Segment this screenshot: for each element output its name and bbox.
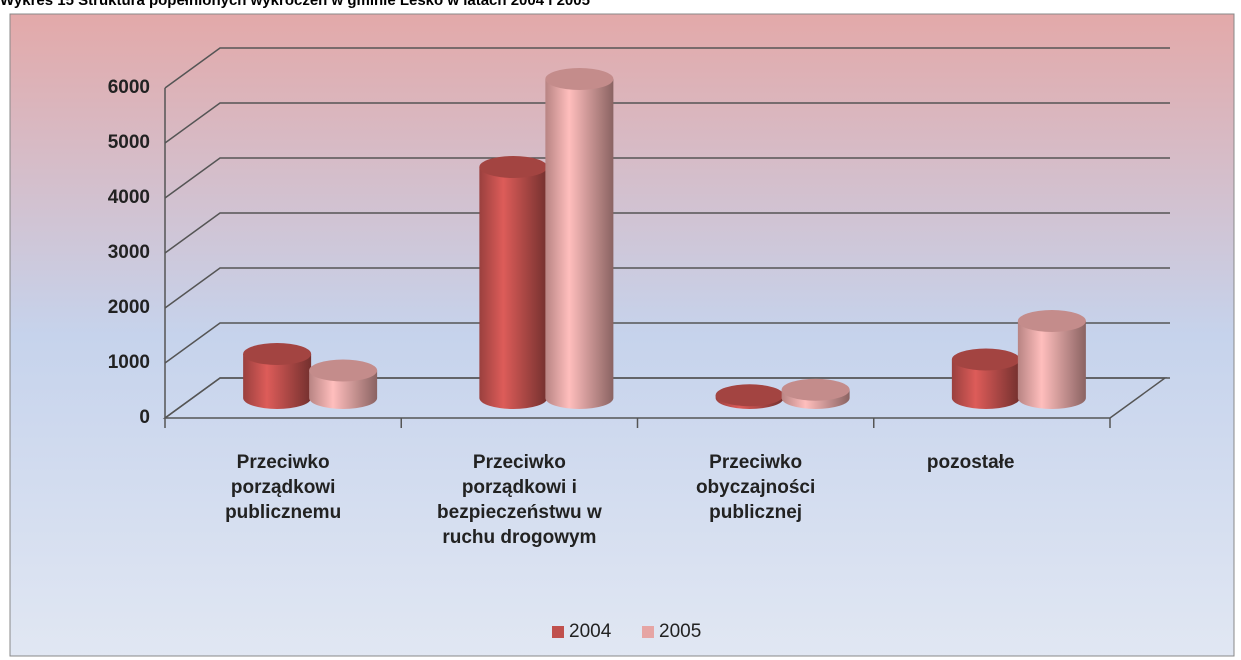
- chart-title: Wykres 15 Struktura popełnionych wykrocz…: [0, 0, 590, 9]
- x-tick-label: Przeciwko porządkowi publicznemu: [225, 452, 342, 523]
- grid-line: [164, 267, 1170, 309]
- legend-swatch: [552, 626, 564, 638]
- cylinder: [243, 354, 312, 409]
- grid-line: [164, 102, 1170, 144]
- y-tick-label: 3000: [108, 242, 150, 263]
- cylinder-top: [479, 156, 548, 178]
- y-tick-label: 5000: [108, 132, 150, 153]
- cylinder: [951, 359, 1020, 410]
- cylinder-top: [243, 343, 312, 365]
- cylinder-top: [951, 348, 1020, 371]
- grid-line: [164, 212, 1170, 254]
- x-tick-label: Przeciwko porządkowi i bezpieczeństwu w …: [437, 452, 602, 548]
- y-tick-label: 1000: [108, 352, 150, 373]
- cylinder-top: [1017, 310, 1086, 332]
- cylinder-top: [545, 68, 614, 90]
- y-tick-label: 2000: [108, 297, 150, 318]
- grid-line: [164, 157, 1170, 199]
- legend-label: 2004: [569, 621, 612, 642]
- cylinder: [545, 79, 614, 410]
- cylinder-top: [781, 378, 850, 401]
- grid-line: [164, 377, 1170, 419]
- cylinder: [309, 370, 378, 410]
- cylinder: [479, 167, 548, 409]
- legend-swatch: [642, 626, 654, 638]
- y-tick-label: 0: [139, 407, 150, 428]
- legend-label: 2005: [659, 621, 701, 642]
- grid-line: [164, 322, 1170, 364]
- cylinder: [1017, 321, 1086, 410]
- cylinder-top: [309, 359, 378, 382]
- x-tick-label: pozostałe: [926, 452, 1015, 473]
- y-tick-label: 4000: [108, 187, 150, 208]
- cylinder-top: [715, 384, 784, 407]
- grid-line: [164, 47, 1170, 89]
- x-tick-label: Przeciwko obyczajności publicznej: [695, 452, 816, 523]
- y-tick-label: 6000: [108, 77, 150, 98]
